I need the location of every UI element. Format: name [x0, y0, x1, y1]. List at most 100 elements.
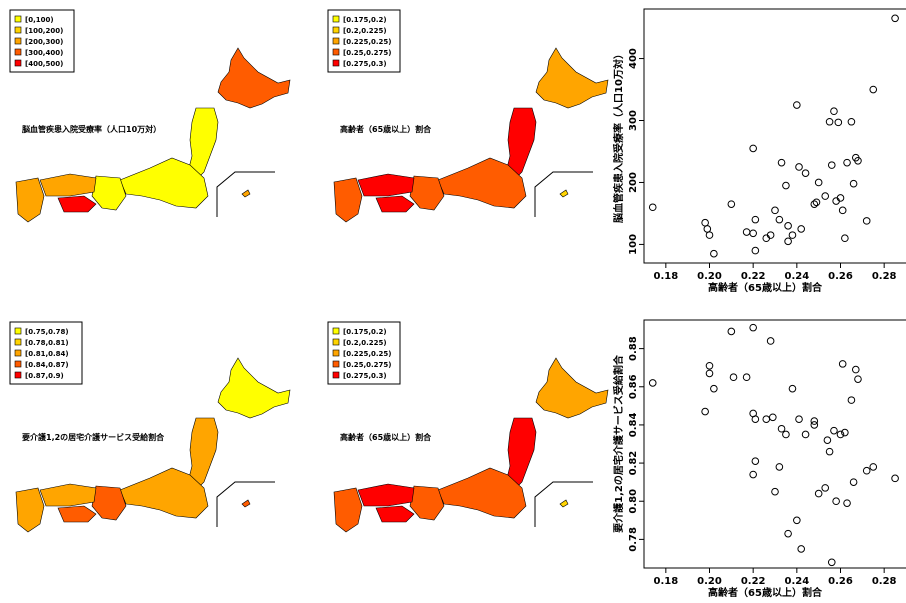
x-tick-label: 0.22: [741, 271, 766, 282]
scatter-plot-bottom: 0.18 0.20 0.22 0.24 0.26 0.28 0.78 0.80 0.82 0.84…: [612, 319, 906, 599]
x-tick-label: 0.24: [784, 271, 809, 282]
legend-label: [0.84,0.87): [25, 361, 69, 369]
plot-frame: [643, 8, 906, 264]
shikoku-shape: [57, 195, 97, 213]
legend-swatch: [332, 26, 340, 34]
scatter-point: [766, 231, 775, 239]
map-title: 高齢者（65歳以上）割合: [340, 432, 432, 442]
scatter-point: [797, 545, 806, 553]
legend-swatch: [332, 37, 340, 45]
y-tick-label: 300: [628, 110, 639, 131]
map-panel-top-middle: 高齢者（65歳以上）割合 [0.175,0.2) [0.2,0.225) [0.22…: [327, 9, 609, 223]
scatter-point: [751, 457, 760, 465]
scatter-point: [705, 231, 714, 239]
legend-swatch: [332, 59, 340, 67]
scatter-point: [814, 178, 823, 187]
scatter-point: [771, 487, 779, 496]
scatter-point: [801, 430, 810, 439]
map-panel-bottom-middle: 高齢者（65歳以上）割合 [0.175,0.2) [0.2,0.225) [0.22…: [327, 321, 609, 533]
legend-swatch: [332, 349, 340, 357]
kinki-shape: [409, 485, 445, 521]
scatter-point: [834, 118, 843, 127]
scatter-point: [849, 179, 858, 188]
legend-label: [0.175,0.2): [343, 16, 387, 24]
y-tick-label: 0.78: [628, 527, 639, 552]
scatter-point: [830, 426, 838, 435]
legend-label: [0.175,0.2): [343, 328, 387, 336]
x-tick-label: 0.26: [828, 271, 853, 282]
scatter-point: [827, 161, 836, 169]
scatter-point: [832, 497, 840, 506]
legend-label: [0.225,0.25): [343, 350, 391, 358]
x-tick-label: 0.20: [697, 271, 722, 282]
scatter-point: [648, 203, 657, 212]
scatter-point: [784, 222, 792, 230]
kinki-shape: [91, 175, 127, 211]
legend-label: [0.25,0.275): [343, 49, 391, 57]
scatter-point: [869, 85, 878, 94]
scatter-point: [854, 375, 862, 383]
legend-box: [327, 321, 401, 385]
scatter-point: [749, 323, 757, 332]
kanto-chubu-shape: [437, 157, 527, 209]
scatter-point: [838, 360, 847, 368]
hokkaido-shape: [217, 47, 291, 109]
hokkaido-shape: [535, 47, 609, 109]
scatter-point: [705, 361, 714, 370]
kyushu-shape: [15, 487, 45, 533]
plot-frame: [643, 319, 906, 569]
scatter-point: [762, 415, 771, 424]
legend-box: [327, 9, 401, 73]
okinawa-shape: [559, 189, 569, 198]
scatter-point: [749, 144, 757, 153]
kanto-chubu-shape: [119, 467, 209, 519]
legend-swatch: [332, 327, 340, 335]
scatter-point: [847, 396, 856, 404]
scatter-point: [854, 156, 862, 165]
legend-swatch: [14, 48, 22, 56]
legend-label: [100,200): [25, 27, 63, 35]
scatter-point: [782, 430, 790, 439]
scatter-point: [801, 169, 810, 177]
scatter-point: [771, 206, 779, 215]
legend-label: [0.225,0.25): [343, 38, 391, 46]
x-tick-label: 0.20: [697, 576, 722, 587]
scatter-point: [843, 499, 851, 507]
scatter-point: [795, 415, 803, 424]
scatter-point: [788, 384, 797, 393]
scatter-point: [843, 158, 851, 167]
scatter-plot-top: 0.18 0.20 0.22 0.24 0.26 0.28 100 200 300 400 高齢者（…: [612, 8, 906, 294]
kinki-shape: [91, 485, 127, 521]
scatter-point: [784, 237, 792, 246]
legend-label: [0.275,0.3): [343, 372, 387, 380]
scatter-point: [891, 14, 899, 23]
y-tick-label: 0.80: [628, 489, 639, 514]
scatter-point: [821, 484, 830, 492]
shikoku-shape: [375, 505, 415, 523]
scatter-point: [869, 463, 878, 471]
scatter-point: [862, 466, 871, 475]
scatter-point: [823, 436, 832, 444]
legend-swatch: [332, 338, 340, 346]
x-axis-label: 高齢者（65歳以上）割合: [708, 586, 823, 599]
scatter-point: [847, 117, 856, 126]
legend-label: [0.75,0.78): [25, 328, 69, 336]
scatter-point: [797, 225, 806, 233]
legend-swatch: [14, 338, 22, 346]
scatter-point: [812, 198, 821, 207]
scatter-point: [742, 228, 751, 236]
y-tick-label: 200: [628, 172, 639, 193]
map-panel-top-left: 脳血管疾患入院受療率（人口10万対） [0,100) [100,200) [200,…: [9, 9, 291, 223]
chugoku-shape: [39, 173, 97, 197]
scatter-point: [821, 192, 830, 200]
scatter-point: [766, 337, 775, 345]
okinawa-shape: [559, 499, 569, 508]
scatter-point: [775, 215, 784, 224]
scatter-point: [727, 327, 736, 336]
legend-swatch: [14, 26, 22, 34]
scatter-point: [841, 234, 849, 243]
scatter-point: [648, 379, 657, 387]
shikoku-shape: [375, 195, 415, 213]
x-tick-label: 0.28: [872, 271, 897, 282]
y-tick-label: 400: [628, 48, 639, 69]
